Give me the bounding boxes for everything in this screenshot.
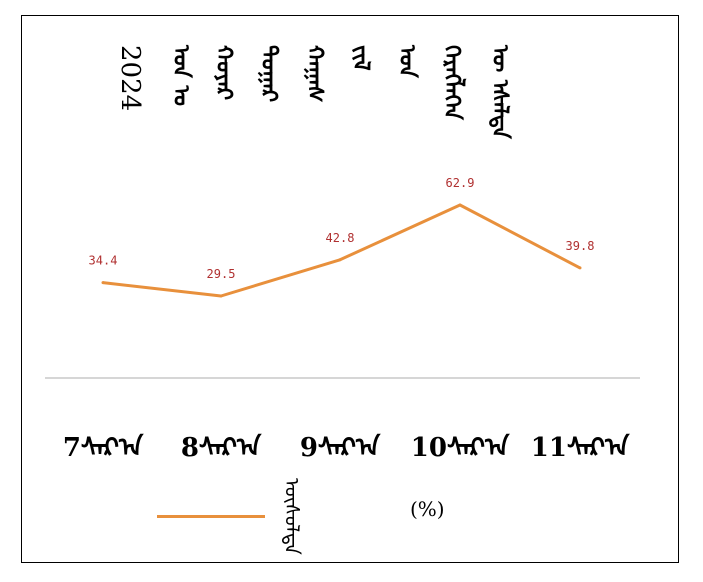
data-label: 39.8 bbox=[566, 239, 595, 253]
legend-label: ᠥᠰᠦᠯᠲᠡ bbox=[275, 478, 310, 555]
title-column-7: ᠤᠨ bbox=[394, 45, 420, 78]
data-label: 42.8 bbox=[326, 231, 355, 245]
legend-unit: (%) bbox=[410, 497, 445, 521]
data-point bbox=[338, 258, 342, 262]
chart-frame bbox=[21, 15, 679, 563]
data-point bbox=[219, 294, 223, 298]
x-tick-label: 11ᠰᠠᠷ᠎ᠠ bbox=[530, 433, 630, 463]
data-point bbox=[101, 281, 105, 285]
x-tick-label: 10ᠰᠠᠷ᠎ᠠ bbox=[410, 433, 510, 463]
x-tick-label: 9ᠰᠠᠷ᠎ᠠ bbox=[299, 433, 381, 463]
title-column-6: ᠵᠢᠯ bbox=[348, 45, 374, 71]
data-point bbox=[578, 266, 582, 270]
data-point bbox=[458, 203, 462, 207]
title-column-9: ᠦ ᠡᠰᠡᠯᠳᠡ bbox=[487, 45, 513, 139]
title-column-2: ᠣᠨ ᠤ bbox=[168, 45, 194, 106]
title-column-year: 2024 bbox=[115, 45, 145, 112]
data-label: 29.5 bbox=[207, 267, 236, 281]
title-column-5: ᠬᠠᠭᠠᠰ bbox=[302, 45, 328, 103]
legend-series-name: ᠥᠰᠦᠯᠲᠡ bbox=[280, 477, 304, 555]
title-column-3: ᠬᠣᠶᠠᠷ bbox=[211, 45, 237, 101]
x-tick-label: 7ᠰᠠᠷ᠎ᠠ bbox=[62, 433, 144, 463]
data-label: 62.9 bbox=[446, 176, 475, 190]
legend-swatch bbox=[157, 515, 265, 518]
data-label: 34.4 bbox=[89, 254, 118, 268]
title-column-8: ᠬᠡᠷᠡᠭᠯᠡᠭᠡᠨ bbox=[439, 45, 465, 120]
x-tick-label: 8ᠰᠠᠷ᠎ᠠ bbox=[180, 433, 262, 463]
title-column-4: ᠳᠤᠭᠠᠷ bbox=[256, 45, 282, 103]
series-line bbox=[102, 203, 581, 298]
